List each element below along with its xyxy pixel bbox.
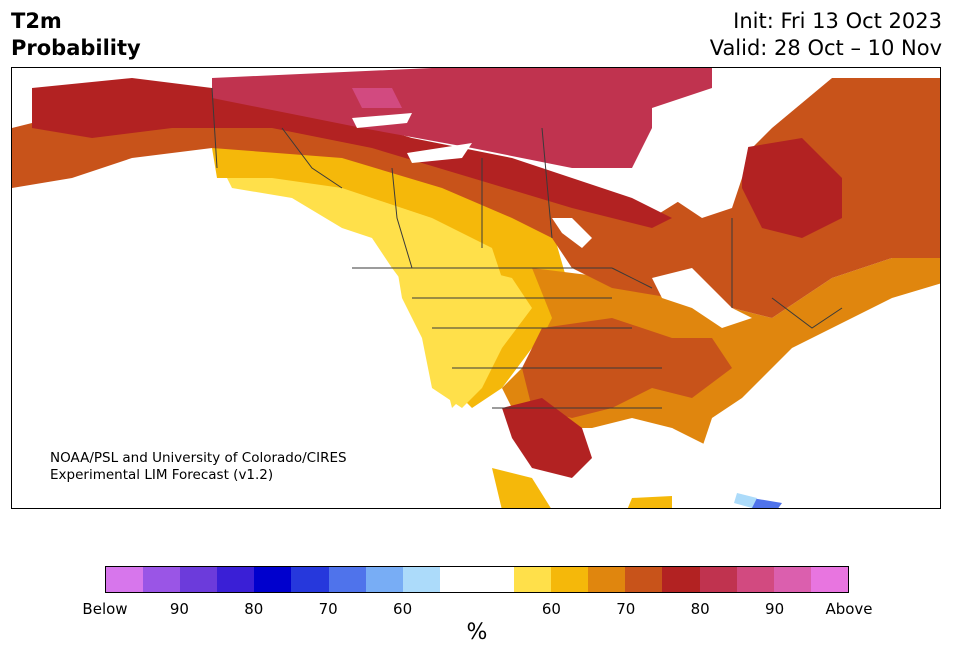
zone-60-interior <box>392 238 532 408</box>
credit-line-2: Experimental LIM Forecast (v1.2) <box>50 467 274 483</box>
colorbar-segment <box>143 567 181 592</box>
colorbar-tick-label: Above <box>825 600 873 618</box>
colorbar-tick-label: 80 <box>690 600 710 618</box>
zone-80-above <box>32 78 672 228</box>
forecast-dates: Init: Fri 13 Oct 2023 Valid: 28 Oct – 10… <box>710 8 942 62</box>
colorbar-segment <box>402 567 440 592</box>
title-line-1: T2m <box>11 9 62 33</box>
colorbar-tick-label: Below <box>82 600 128 618</box>
colorbar-segment <box>625 567 663 592</box>
hudson-bay <box>652 88 752 218</box>
title-line-2: Probability <box>11 36 141 60</box>
probability-map: NOAA/PSL and University of Colorado/CIRE… <box>11 67 941 509</box>
forecast-credit: NOAA/PSL and University of Colorado/CIRE… <box>50 450 347 484</box>
colorbar-segment <box>180 567 218 592</box>
colorbar-segment <box>662 567 700 592</box>
colorbar-segment <box>291 567 329 592</box>
zone-80-texas <box>502 398 592 478</box>
map-title: T2m Probability <box>11 8 141 62</box>
colorbar-tick-label: 60 <box>541 600 561 618</box>
borders <box>211 87 843 409</box>
lake-patch-1 <box>352 113 412 128</box>
valid-range: Valid: 28 Oct – 10 Nov <box>709 36 942 60</box>
colorbar-segment <box>217 567 255 592</box>
colorbar-tick-label: 70 <box>616 600 636 618</box>
colorbar-tick-label: 90 <box>765 600 785 618</box>
lake-patch-3 <box>552 218 592 248</box>
map-canvas <box>12 68 940 508</box>
zone-85-above <box>212 68 712 168</box>
colorbar-tick-label: 70 <box>318 600 338 618</box>
colorbar-segment <box>514 567 552 592</box>
colorbar-tick-label: 90 <box>169 600 189 618</box>
init-date: Init: Fri 13 Oct 2023 <box>733 9 942 33</box>
colorbar-unit: % <box>466 620 488 645</box>
colorbar-segment <box>551 567 589 592</box>
gulf-of-mexico <box>572 428 712 508</box>
colorbar-tick-label: 80 <box>244 600 264 618</box>
colorbar-segment <box>365 567 403 592</box>
colorbar-segment <box>439 567 477 592</box>
colorbar-segment <box>810 567 848 592</box>
colorbar-segment <box>736 567 774 592</box>
cuba-highlight <box>752 498 782 508</box>
great-lakes <box>652 268 752 328</box>
probability-colorbar <box>105 566 849 593</box>
caribbean-gold <box>627 496 672 508</box>
mexico-gold <box>492 468 551 508</box>
colorbar-segment <box>476 567 515 592</box>
zone-75-above <box>12 78 940 318</box>
credit-line-1: NOAA/PSL and University of Colorado/CIRE… <box>50 450 347 466</box>
zone-90-above <box>352 88 402 108</box>
zone-80-east <box>742 138 842 238</box>
colorbar-segment <box>773 567 811 592</box>
colorbar-segment <box>254 567 292 592</box>
arctic-water <box>712 68 940 108</box>
colorbar-segment <box>699 567 737 592</box>
colorbar-segment <box>106 567 144 592</box>
colorbar-segment <box>328 567 366 592</box>
cuba-light <box>734 493 757 508</box>
colorbar-segment <box>588 567 626 592</box>
colorbar-tick-label: 60 <box>393 600 413 618</box>
lake-patch-2 <box>407 143 472 163</box>
